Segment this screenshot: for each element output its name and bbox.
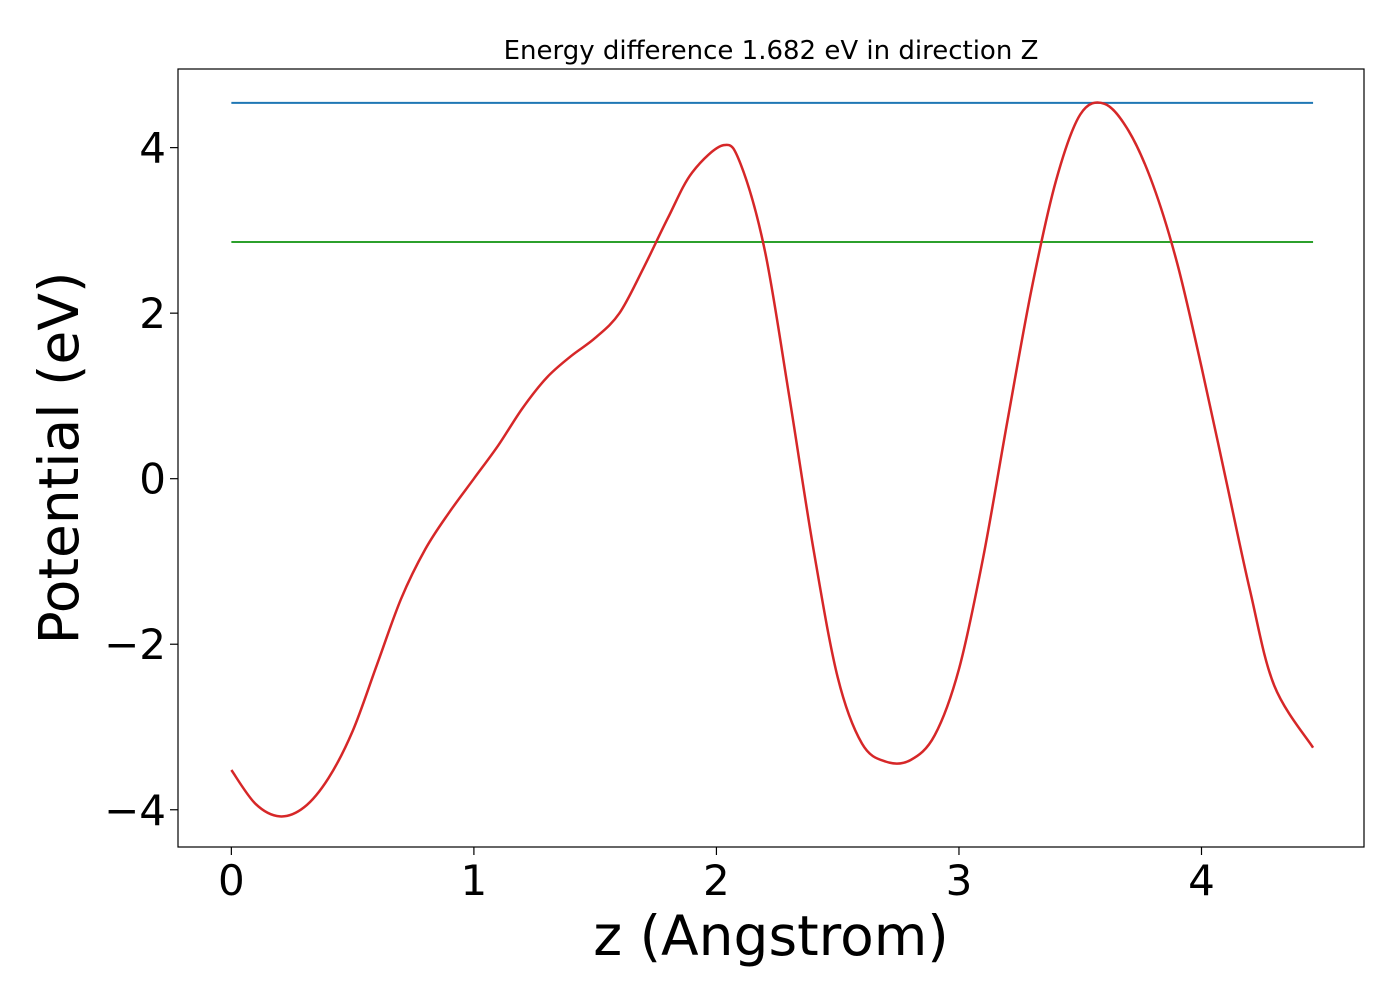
y-tick-label: −4 (104, 786, 166, 835)
x-tick-label: 1 (461, 856, 488, 905)
x-tick-label: 3 (946, 856, 973, 905)
x-tick-label: 0 (218, 856, 245, 905)
x-tick-label: 2 (703, 856, 730, 905)
y-tick-label: −2 (104, 620, 166, 669)
y-tick-label: 0 (139, 455, 166, 504)
x-axis-label: z (Angstrom) (593, 904, 949, 968)
y-tick-label: 2 (139, 289, 166, 338)
chart-title: Energy difference 1.682 eV in direction … (504, 36, 1039, 66)
plot-area (230, 101, 1315, 818)
potential-series-line-1 (230, 101, 1315, 818)
plot-frame (177, 68, 1365, 848)
y-axis-label: Potential (eV) (27, 272, 91, 645)
y-tick-label: 4 (139, 124, 166, 173)
axis-ticks: 0 1 2 3 4 −4 −2 0 2 4 (104, 124, 1215, 905)
x-tick-label: 4 (1188, 856, 1215, 905)
